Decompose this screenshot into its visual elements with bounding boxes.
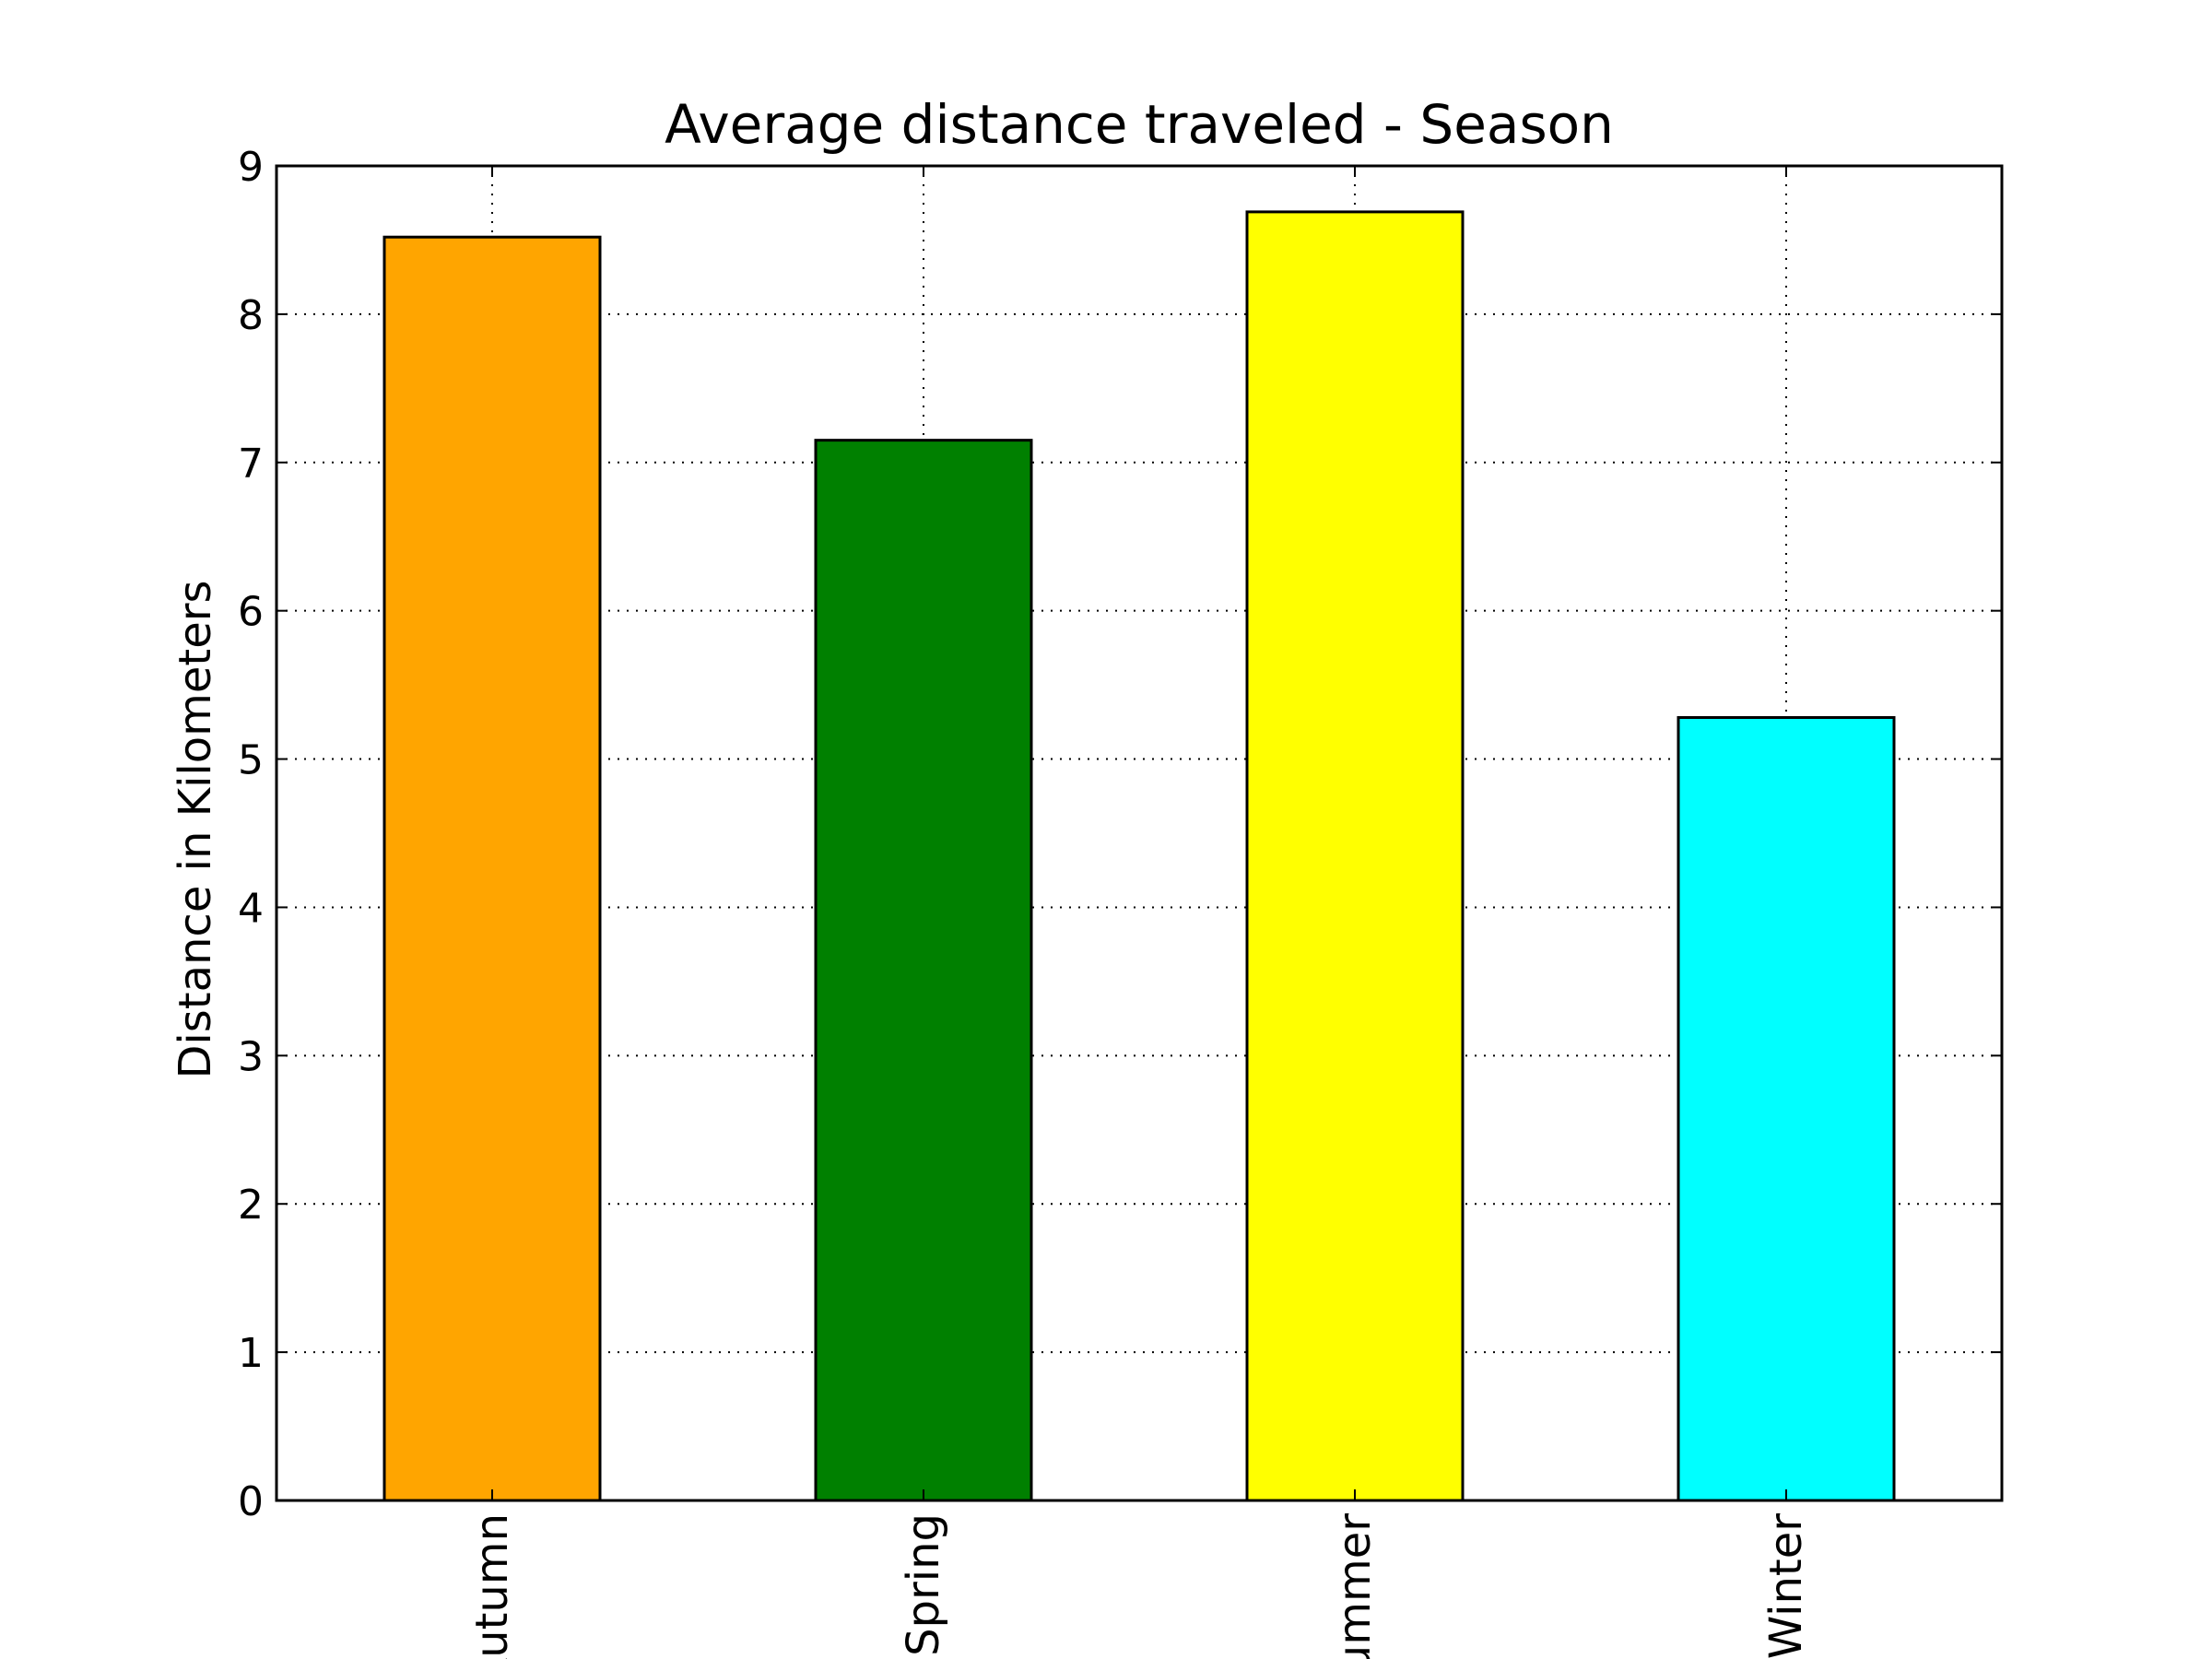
y-axis-label: Distance in Kilometers — [170, 580, 221, 1078]
bar-autumn — [382, 235, 602, 1502]
y-tick-label: 2 — [238, 1182, 264, 1229]
bar-spring — [814, 439, 1033, 1502]
tick-labels: 0 1 2 3 4 5 6 7 8 9 Autumn Spring Summer Winter — [238, 144, 1812, 1659]
x-tick-label: Summer — [1329, 1513, 1381, 1659]
bar-winter — [1677, 716, 1896, 1502]
bars — [382, 210, 1896, 1502]
y-tick-label: 6 — [238, 589, 264, 636]
chart-title: Average distance traveled - Season — [665, 93, 1614, 156]
x-tick-label: Winter — [1760, 1513, 1812, 1659]
y-tick-label: 5 — [238, 737, 264, 784]
bar-summer — [1245, 210, 1465, 1502]
y-tick-label: 3 — [238, 1033, 264, 1080]
y-tick-label: 8 — [238, 292, 264, 339]
plot-frame — [275, 164, 2004, 1502]
y-tick-label: 7 — [238, 441, 264, 488]
x-tick-label: Spring — [898, 1513, 949, 1656]
y-tick-label: 4 — [238, 885, 264, 932]
y-tick-label: 1 — [238, 1330, 264, 1377]
y-tick-label: 0 — [238, 1478, 264, 1525]
x-tick-label: Autumn — [466, 1513, 518, 1659]
y-tick-label: 9 — [238, 144, 264, 191]
